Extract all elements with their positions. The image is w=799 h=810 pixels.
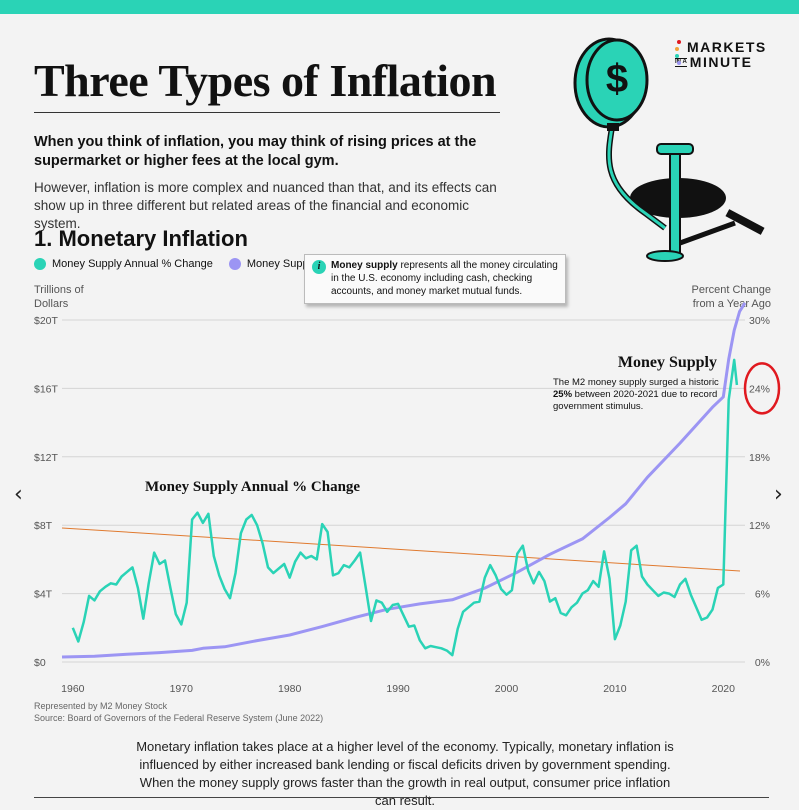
info-box: i Money supply represents all the money … bbox=[304, 254, 566, 304]
page-title: Three Types of Inflation bbox=[34, 55, 497, 106]
brand-logo: MARKETS IN A MINUTE bbox=[675, 40, 767, 70]
title-divider bbox=[34, 112, 500, 113]
info-icon: i bbox=[312, 260, 326, 274]
annotation-annual-change-title: Money Supply Annual % Change bbox=[145, 479, 361, 495]
bottom-divider bbox=[34, 797, 769, 798]
trendline bbox=[61, 527, 741, 572]
x-tick-label: 2010 bbox=[603, 683, 627, 695]
y-left-tick-label: $0 bbox=[34, 657, 46, 669]
annotation-text-post: between 2020-2021 due to record governme… bbox=[553, 389, 718, 412]
section-title: 1. Monetary Inflation bbox=[34, 226, 248, 251]
y-right-tick-label: 0% bbox=[755, 657, 770, 669]
y-left-tick-label: $4T bbox=[34, 589, 53, 601]
y-right-tick-label: 6% bbox=[755, 589, 770, 601]
y-left-axis-title: Trillions of Dollars bbox=[34, 284, 84, 310]
source-line-2: Source: Board of Governors of the Federa… bbox=[34, 713, 324, 723]
x-tick-label: 2020 bbox=[712, 683, 736, 695]
svg-text:$: $ bbox=[606, 57, 628, 101]
y-left-tick-label: $20T bbox=[34, 315, 59, 327]
chart-legend: Money Supply Annual % Change Money Suppl… bbox=[34, 258, 333, 270]
legend-label-money-supply: Money Supply bbox=[246, 258, 317, 270]
y-right-axis-title: Percent Change from a Year Ago bbox=[691, 284, 772, 310]
y-right-tick-label: 30% bbox=[749, 315, 770, 327]
annotation-text-bold: 25% bbox=[553, 389, 573, 400]
y-right-tick-label: 24% bbox=[749, 383, 770, 395]
legend-swatch-purple bbox=[228, 258, 241, 270]
info-box-text: represents all the money circulating in … bbox=[331, 260, 558, 297]
y-left-tick-label: $8T bbox=[34, 520, 53, 532]
legend-item-money-supply: Money Supply bbox=[228, 258, 317, 270]
series-line-money-supply bbox=[61, 302, 747, 659]
prev-arrow-icon[interactable]: ‹ bbox=[14, 482, 23, 507]
logo-prefix: IN A bbox=[675, 58, 687, 67]
x-tick-label: 1990 bbox=[386, 683, 410, 695]
dollar-coin-pump-icon: $ bbox=[573, 37, 765, 262]
logo-line2-row: IN A MINUTE bbox=[675, 55, 767, 70]
legend-item-annual-change: Money Supply Annual % Change bbox=[34, 258, 213, 270]
logo-line1: MARKETS bbox=[687, 39, 767, 55]
top-accent-bar bbox=[0, 0, 799, 14]
annotation-money-supply-title: Money Supply bbox=[617, 354, 717, 371]
source-line-1: Represented by M2 Money Stock bbox=[34, 701, 168, 711]
legend-swatch-teal bbox=[34, 258, 46, 270]
annotation-money-supply-text: The M2 money supply surged a historic 25… bbox=[553, 377, 723, 413]
next-arrow-icon[interactable]: › bbox=[774, 482, 783, 507]
intro-text: However, inflation is more complex and n… bbox=[34, 180, 497, 231]
x-tick-label: 1970 bbox=[170, 683, 194, 695]
y-right-tick-label: 18% bbox=[749, 452, 770, 464]
info-box-bold: Money supply bbox=[331, 260, 398, 271]
source-note: Represented by M2 Money Stock Source: Bo… bbox=[34, 700, 323, 724]
logo-line2: MINUTE bbox=[689, 54, 753, 70]
logo-dots-icon bbox=[675, 40, 681, 65]
y-right-tick-label: 12% bbox=[749, 520, 770, 532]
footer-text: Monetary inflation takes place at a high… bbox=[136, 739, 674, 808]
intro-bold-text: When you think of inflation, you may thi… bbox=[34, 134, 477, 169]
annotation-text-pre: The M2 money supply surged a historic bbox=[553, 377, 719, 388]
highlight-circle bbox=[743, 362, 781, 415]
x-tick-label: 2000 bbox=[495, 683, 519, 695]
y-left-tick-label: $12T bbox=[34, 452, 59, 464]
series-line-annual-change bbox=[71, 358, 739, 657]
y-left-tick-label: $16T bbox=[34, 383, 59, 395]
legend-label-annual-change: Money Supply Annual % Change bbox=[52, 258, 213, 270]
x-tick-label: 1980 bbox=[278, 683, 302, 695]
x-tick-label: 1960 bbox=[61, 683, 85, 695]
